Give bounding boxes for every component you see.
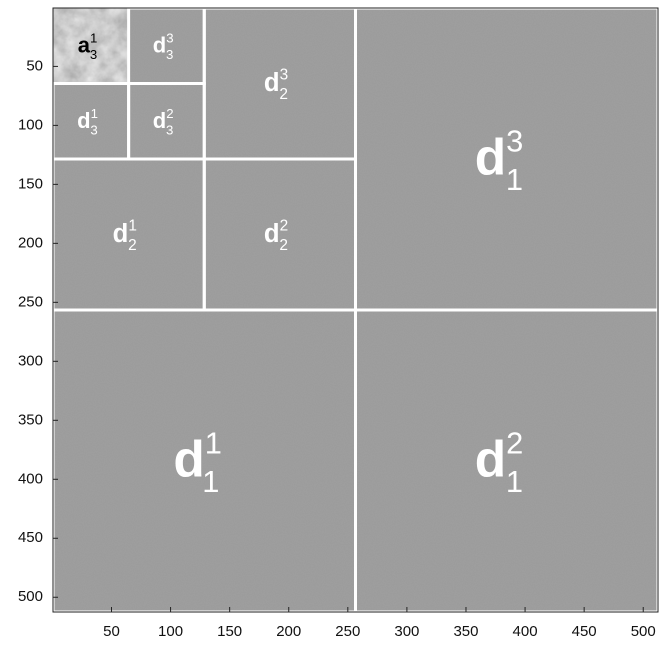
panel-label: d1 1: [173, 425, 220, 499]
x-tick-label: 250: [335, 623, 360, 640]
label-sub: 2: [279, 237, 288, 254]
label-sup: 2: [280, 218, 289, 235]
label-base: d: [153, 32, 166, 57]
x-tick-label: 200: [276, 623, 301, 640]
label-sup: 3: [280, 67, 289, 84]
label-sub: 2: [128, 237, 137, 254]
x-tick-label: 350: [453, 623, 478, 640]
y-tick-label: 50: [26, 57, 43, 74]
y-tick-label: 400: [18, 470, 43, 487]
label-sub: 3: [90, 47, 97, 62]
panel-label: d2 2: [264, 218, 288, 254]
panel-label: d3 2: [264, 67, 288, 103]
panel-label: a1 3: [78, 30, 98, 62]
panel-label: d1 3: [77, 106, 98, 138]
label-sup: 2: [506, 425, 523, 460]
x-tick-label: 150: [217, 623, 242, 640]
panel-label: d2 1: [475, 425, 524, 499]
y-tick-label: 150: [18, 175, 43, 192]
label-base: a: [78, 32, 91, 57]
label-base: d: [113, 220, 129, 248]
label-sup: 1: [90, 30, 97, 45]
x-tick-label: 50: [103, 623, 120, 640]
x-tick-label: 450: [572, 623, 597, 640]
panel-label: d2 3: [153, 106, 174, 138]
y-tick-label: 350: [18, 411, 43, 428]
y-tick-label: 200: [18, 234, 43, 251]
panel-label: d3 3: [153, 30, 174, 62]
label-sub: 3: [166, 122, 173, 137]
panel-label: d1 2: [113, 218, 137, 254]
label-sub: 1: [506, 162, 523, 197]
label-sup: 1: [128, 218, 137, 235]
label-base: d: [475, 127, 506, 185]
panel-label: d3 1: [475, 123, 524, 197]
x-tick-label: 500: [631, 623, 656, 640]
y-tick-label: 100: [18, 116, 43, 133]
label-sub: 3: [90, 122, 97, 137]
label-sup: 3: [166, 30, 173, 45]
label-sup: 2: [166, 106, 173, 121]
label-sup: 3: [506, 123, 523, 158]
x-tick-label: 100: [158, 623, 183, 640]
x-tick-label: 400: [513, 623, 538, 640]
axes-frame: [52, 7, 659, 613]
approximation-image: [53, 8, 129, 84]
label-base: d: [264, 69, 280, 97]
label-base: d: [475, 429, 506, 487]
label-sub: 1: [202, 464, 219, 499]
label-base: d: [153, 108, 166, 133]
label-sup: 1: [205, 425, 221, 460]
label-base: d: [264, 220, 280, 248]
label-sub: 1: [506, 464, 523, 499]
label-sup: 1: [91, 106, 98, 121]
label-sub: 2: [279, 86, 288, 103]
label-sub: 3: [166, 47, 173, 62]
x-tick-label: 300: [394, 623, 419, 640]
label-base: d: [173, 429, 204, 487]
y-tick-label: 250: [18, 293, 43, 310]
y-tick-label: 450: [18, 529, 43, 546]
y-tick-label: 500: [18, 588, 43, 605]
label-base: d: [77, 108, 90, 133]
y-tick-label: 300: [18, 352, 43, 369]
